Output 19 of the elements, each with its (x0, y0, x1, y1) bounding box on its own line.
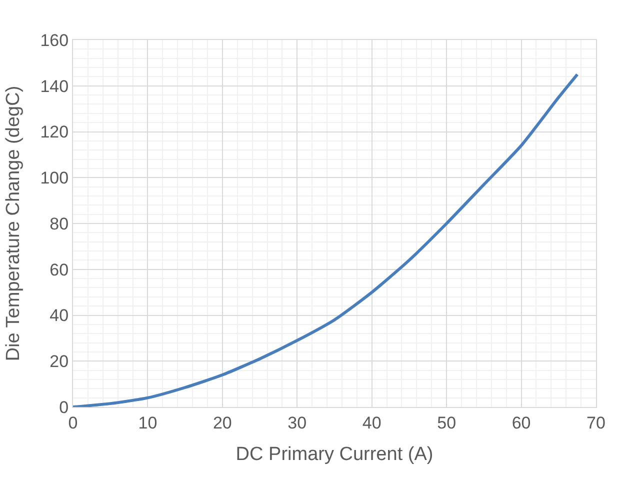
x-tick-label: 20 (212, 413, 232, 432)
y-tick-label: 60 (50, 260, 69, 280)
line-series (73, 72, 579, 407)
y-tick-label: 120 (40, 122, 69, 142)
x-tick-label: 70 (586, 413, 606, 432)
x-tick-label: 10 (138, 413, 158, 432)
y-tick-label: 100 (40, 168, 69, 188)
y-tick-label: 140 (40, 76, 69, 96)
y-tick-label: 0 (59, 398, 69, 417)
x-axis-title: DC Primary Current (A) (236, 444, 434, 466)
y-tick-label: 40 (50, 306, 69, 326)
x-tick-label: 50 (437, 413, 456, 432)
x-tick-label: 60 (512, 413, 531, 432)
x-tick-label: 30 (288, 413, 307, 432)
y-axis-title: Die Temperature Change (degC) (3, 86, 24, 362)
y-tick-label: 20 (50, 352, 69, 372)
y-tick-label: 80 (50, 214, 69, 234)
y-tick-label: 160 (40, 30, 69, 50)
x-tick-label: 40 (362, 413, 382, 432)
